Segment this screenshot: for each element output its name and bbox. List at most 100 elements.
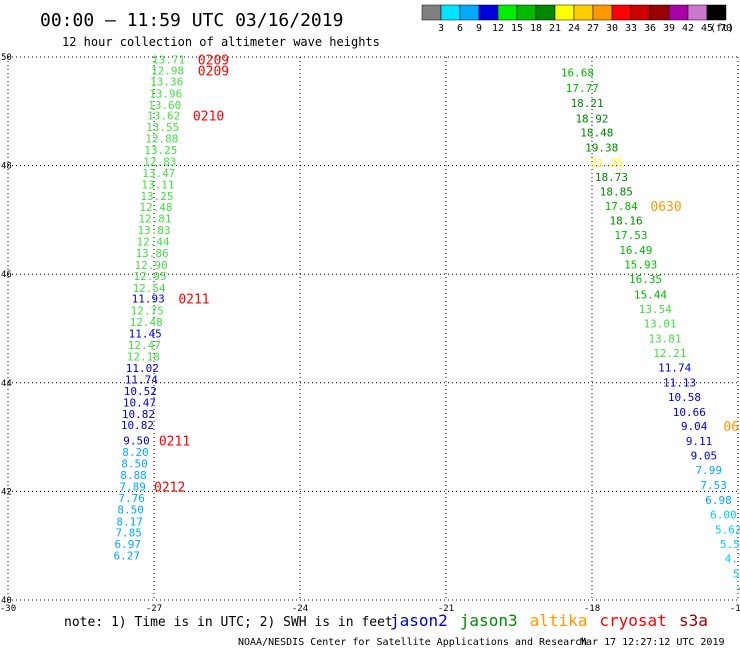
y-tick-label: 48 (1, 162, 12, 172)
legend-bin-label: 12 (492, 23, 504, 34)
chart-subtitle: 12 hour collection of altimeter wave hei… (62, 35, 380, 49)
swh-value: 7.85 (115, 527, 142, 540)
swh-value: 12.18 (127, 351, 160, 364)
satellite-name-altika: altika (530, 611, 588, 630)
swh-value: 12.88 (145, 132, 178, 145)
x-tick-label: -18 (584, 604, 600, 614)
swh-value: 13.25 (144, 144, 177, 157)
legend-bin-label: 70 (720, 23, 732, 34)
swh-value: 13.47 (142, 167, 175, 180)
swh-value: 11.93 (132, 293, 165, 306)
swh-value: 8.50 (117, 503, 144, 516)
pass-time-label: 0211 (159, 434, 190, 449)
swh-value: 12.48 (139, 201, 172, 214)
swh-value: 13.01 (644, 318, 677, 331)
swh-value: 16.35 (629, 273, 662, 286)
legend-bin-label: 6 (457, 23, 463, 34)
pass-time-label: 0209 (198, 65, 229, 80)
swh-value: 17.84 (605, 200, 638, 213)
swh-value: 13.25 (140, 190, 173, 203)
legend-swatch (516, 4, 537, 21)
swh-value: 12.75 (131, 305, 164, 318)
legend-bin-label: 21 (549, 23, 561, 34)
swh-value: 12.44 (136, 236, 169, 249)
swh-value: 17.53 (614, 229, 647, 242)
legend-bin-label: 3 (438, 23, 444, 34)
footer-timestamp: Mar 17 12:27:12 UTC 2019 (580, 637, 725, 648)
satellite-name-jason3: jason3 (460, 611, 518, 630)
y-tick-label: 46 (1, 270, 12, 280)
legend-swatch (706, 4, 727, 21)
legend-bin-label: 18 (530, 23, 542, 34)
swh-value: 11.74 (125, 374, 158, 387)
legend-swatch (687, 4, 708, 21)
swh-value: 10.82 (122, 408, 155, 421)
swh-value: 8.50 (121, 458, 148, 471)
swh-value: 7.99 (696, 464, 723, 477)
swh-value: 6.97 (114, 538, 141, 551)
legend-bin-label: 30 (606, 23, 618, 34)
satellite-name-jason2: jason2 (390, 611, 448, 630)
swh-value: 12.48 (130, 316, 163, 329)
swh-value: 8.17 (116, 515, 143, 528)
legend-bin-label: 42 (682, 23, 694, 34)
pass-time-label: 0630 (650, 200, 681, 215)
satellite-name-cryosat: cryosat (599, 611, 666, 630)
swh-value: 10.66 (673, 406, 706, 419)
satellite-name-s3a: s3a (679, 611, 708, 630)
footer-note: note: 1) Time is in UTC; 2) SWH is in fe… (64, 615, 393, 630)
swh-value: 10.47 (123, 396, 156, 409)
legend-swatch (440, 4, 461, 21)
legend-bin-label: 33 (625, 23, 637, 34)
pass-time-label: 0212 (154, 481, 185, 496)
legend-swatch (459, 4, 480, 21)
swh-value: 18.21 (571, 97, 604, 110)
pass-time-label: 0210 (193, 110, 224, 125)
swh-value: 5.1 (733, 567, 740, 580)
data-points: 13.7112.9813.3613.9613.6013.6213.5512.88… (113, 54, 740, 595)
y-tick-label: 44 (1, 379, 12, 389)
pass-time-label: 0211 (178, 293, 209, 308)
legend-swatch (478, 4, 499, 21)
swh-value: 4.76 (725, 553, 740, 566)
swh-value: 11.45 (129, 327, 162, 340)
swh-value: 7.76 (118, 492, 145, 505)
swh-value: 16.49 (619, 244, 652, 257)
swh-value: 18.16 (610, 214, 643, 227)
legend-swatch (630, 4, 651, 21)
swh-value: 12.54 (133, 282, 166, 295)
x-tick-label: -15 (730, 604, 740, 614)
swh-value: 18.48 (580, 126, 613, 139)
swh-value: 9.50 (123, 434, 150, 447)
legend-unit: (ft) (710, 23, 734, 34)
swh-value: 17.77 (566, 82, 599, 95)
swh-value: 10.52 (124, 385, 157, 398)
legend-bin-label: 39 (663, 23, 675, 34)
legend-swatch (668, 4, 689, 21)
swh-value: 11.74 (658, 362, 691, 375)
swh-value: 10.58 (668, 391, 701, 404)
legend-swatch (592, 4, 613, 21)
swh-value: 4.5 (738, 582, 740, 595)
legend-swatch (554, 4, 575, 21)
pass-time-label: 062 (723, 420, 740, 435)
x-tick-label: -24 (292, 604, 308, 614)
swh-value: 6.98 (705, 494, 732, 507)
swh-value: 13.55 (146, 121, 179, 134)
legend-bin-label: 15 (511, 23, 523, 34)
legend-swatch (573, 4, 594, 21)
legend-bin-label: 45 (701, 23, 713, 34)
swh-value: 21.35 (590, 156, 623, 169)
legend-bin-label: 27 (587, 23, 599, 34)
swh-value: 5.51 (720, 538, 740, 551)
swh-value: 12.47 (128, 339, 161, 352)
swh-value: 7.53 (700, 479, 727, 492)
swh-value: 19.38 (585, 142, 618, 155)
y-tick-label: 50 (1, 53, 12, 63)
swh-value: 5.62 (715, 523, 740, 536)
swh-value: 13.54 (639, 303, 672, 316)
swh-value: 12.21 (653, 347, 686, 360)
swh-value: 12.98 (151, 65, 184, 78)
